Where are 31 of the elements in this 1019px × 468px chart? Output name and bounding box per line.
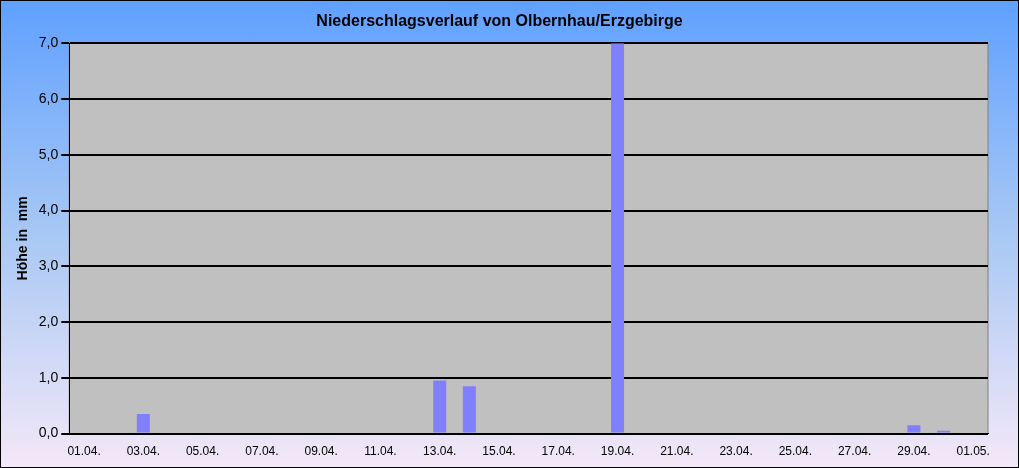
x-tick-label: 01.05. — [956, 444, 990, 459]
x-tick-label: 19.04. — [600, 444, 635, 459]
x-tick-label: 03.04. — [126, 444, 161, 459]
y-tick-label: 3,0 — [38, 257, 59, 274]
y-tick-label: 4,0 — [38, 201, 59, 218]
bar — [136, 414, 150, 433]
x-tick-label: 15.04. — [482, 444, 516, 459]
x-tick-label: 17.04. — [541, 444, 575, 459]
bar — [907, 425, 921, 433]
x-tick-label: 05.04. — [185, 444, 220, 459]
y-tick-label: 5,0 — [38, 145, 59, 162]
bar — [611, 43, 625, 433]
x-tick-label: 27.04. — [837, 444, 872, 459]
y-tick-label: 7,0 — [38, 34, 59, 51]
x-tick-label: 25.04. — [778, 444, 813, 459]
y-tick-label: 6,0 — [38, 89, 59, 106]
y-tick-label: 2,0 — [38, 312, 59, 329]
bar — [462, 386, 476, 433]
chart-title: Niederschlagsverlauf von Olbernhau/Erzgebirge — [316, 12, 683, 30]
x-tick-label: 21.04. — [660, 444, 694, 459]
x-tick-label: 11.04. — [364, 444, 397, 459]
x-tick-label: 13.04. — [423, 444, 457, 459]
x-tick-label: 01.04. — [67, 444, 101, 459]
x-tick-label: 09.04. — [304, 444, 338, 459]
bar — [433, 380, 447, 433]
x-tick-label: 29.04. — [897, 444, 931, 459]
y-tick-label: 1,0 — [38, 368, 59, 385]
x-tick-label: 07.04. — [245, 444, 279, 459]
y-tick-label: 0,0 — [38, 424, 59, 441]
y-axis-title: Höhe in mm — [14, 196, 31, 281]
x-tick-label: 23.04. — [719, 444, 753, 459]
